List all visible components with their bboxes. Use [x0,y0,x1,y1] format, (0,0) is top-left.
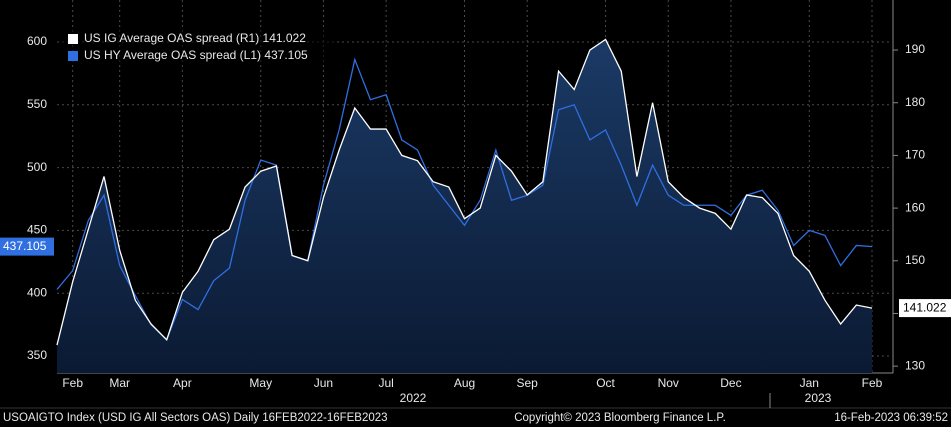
y-tick-label: 500 [27,160,47,174]
y2-tick-label: 130 [905,358,925,372]
x-tick-label: Jan [800,376,819,390]
footer-center: Copyright© 2023 Bloomberg Finance L.P. [514,412,726,424]
x-tick-label: Apr [173,376,192,390]
last-value-box [899,299,951,318]
x-tick-label: Oct [596,376,615,390]
y2-tick-label: 150 [905,253,925,267]
year-label: 2023 [805,391,832,405]
legend-label: US IG Average OAS spread (R1) 141.022 [84,31,306,45]
legend-swatch [68,34,78,44]
x-tick-label: Dec [720,376,741,390]
last-value-label: 437.105 [3,239,47,253]
x-tick-label: Sep [517,376,539,390]
footer-right: 16-Feb-2023 06:39:52 [834,412,948,424]
x-tick-label: Feb [62,376,83,390]
year-label: 2022 [400,391,427,405]
y-tick-label: 550 [27,97,47,111]
x-tick-label: May [249,376,272,390]
y-tick-label: 400 [27,285,47,299]
y-tick-label: 350 [27,348,47,362]
footer-left: USOAIGTO Index (USD IG All Sectors OAS) … [3,412,388,424]
y-tick-label: 600 [27,34,47,48]
y2-tick-label: 180 [905,95,925,109]
legend-box [62,29,334,65]
x-tick-label: Jun [314,376,333,390]
x-tick-label: Feb [862,376,883,390]
legend-label: US HY Average OAS spread (L1) 437.105 [84,48,308,62]
legend-swatch [68,51,78,61]
area [57,39,872,374]
x-tick-label: Aug [454,376,475,390]
last-value-label: 141.022 [903,300,947,314]
x-tick-label: Mar [109,376,130,390]
line [56,57,873,341]
y2-tick-label: 190 [905,42,925,56]
y2-tick-label: 170 [905,148,925,162]
y-tick-label: 450 [27,223,47,237]
line [56,38,873,346]
last-value-box [0,237,54,256]
y2-tick-label: 160 [905,200,925,214]
x-tick-label: Nov [658,376,679,390]
x-tick-label: Jul [378,376,393,390]
